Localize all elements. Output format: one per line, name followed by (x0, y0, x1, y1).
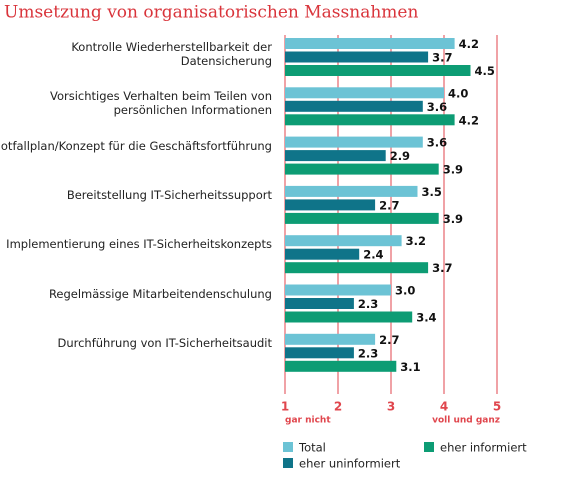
x-tick-label: 3 (387, 400, 395, 414)
bar (285, 51, 429, 63)
bar (285, 248, 360, 260)
bar (285, 114, 455, 126)
bar (285, 298, 354, 309)
value-label: 2.9 (390, 149, 410, 163)
value-label: 3.6 (427, 136, 447, 150)
category-label: Implementierung eines IT-Sicherheitskonz… (6, 237, 272, 252)
legend-swatch (424, 442, 434, 452)
value-label: 4.5 (475, 64, 495, 78)
category-label: Durchführung von IT-Sicherheitsaudit (57, 335, 272, 350)
value-label: 4.2 (459, 113, 479, 127)
value-label: 3.9 (443, 212, 463, 226)
value-label: 3.7 (432, 51, 452, 65)
category-label: Bereitstellung IT-Sicherheitssupport (66, 187, 272, 202)
legend-swatch (283, 442, 293, 452)
axis-annotation: voll und ganz (432, 416, 500, 426)
value-label: 2.4 (363, 248, 383, 262)
value-label: 2.3 (358, 297, 378, 311)
chart-title: Umsetzung von organisatorischen Massnahm… (4, 3, 418, 23)
bar (285, 333, 376, 345)
bar (285, 262, 429, 274)
value-label: 4.0 (448, 86, 468, 100)
value-label: 3.4 (416, 311, 436, 325)
bar (285, 199, 376, 211)
value-label: 3.2 (406, 234, 426, 248)
bar (285, 150, 386, 162)
category-label: Regelmässige Mitarbeitendenschulung (48, 286, 272, 301)
bar (285, 38, 455, 49)
x-tick-label: 5 (493, 400, 501, 414)
value-label: 3.1 (400, 360, 420, 374)
category-label: Notfallplan/Konzept für die Geschäftsfor… (0, 138, 272, 153)
value-label: 3.6 (427, 100, 447, 114)
value-label: 2.7 (379, 198, 399, 212)
bar (285, 360, 397, 372)
x-tick-label: 2 (334, 400, 342, 414)
x-tick-label: 4 (440, 400, 448, 414)
bar (285, 311, 413, 323)
legend-swatch (283, 458, 293, 468)
legend-label: Total (298, 441, 326, 455)
axis-annotation: gar nicht (285, 416, 331, 426)
bar (285, 347, 354, 359)
value-label: 3.5 (422, 185, 442, 199)
bar (285, 87, 444, 99)
bar (285, 235, 402, 247)
bar (285, 284, 391, 296)
bar (285, 163, 439, 175)
category-label: Kontrolle Wiederherstellbarkeit der Date… (71, 40, 272, 68)
value-label: 4.2 (459, 37, 479, 51)
value-label: 3.9 (443, 163, 463, 177)
category-label: Vorsichtiges Verhalten beim Teilen von p… (49, 89, 272, 118)
bar (285, 100, 423, 112)
bar (285, 65, 471, 76)
value-label: 2.7 (379, 333, 399, 347)
bar (285, 185, 418, 197)
bar (285, 136, 423, 148)
legend-label: eher informiert (440, 441, 527, 455)
legend-label: eher uninformiert (299, 457, 401, 471)
value-label: 2.3 (358, 346, 378, 360)
value-label: 3.7 (432, 261, 452, 275)
x-tick-label: 1 (281, 400, 289, 414)
bar (285, 212, 439, 224)
value-label: 3.0 (395, 284, 415, 298)
